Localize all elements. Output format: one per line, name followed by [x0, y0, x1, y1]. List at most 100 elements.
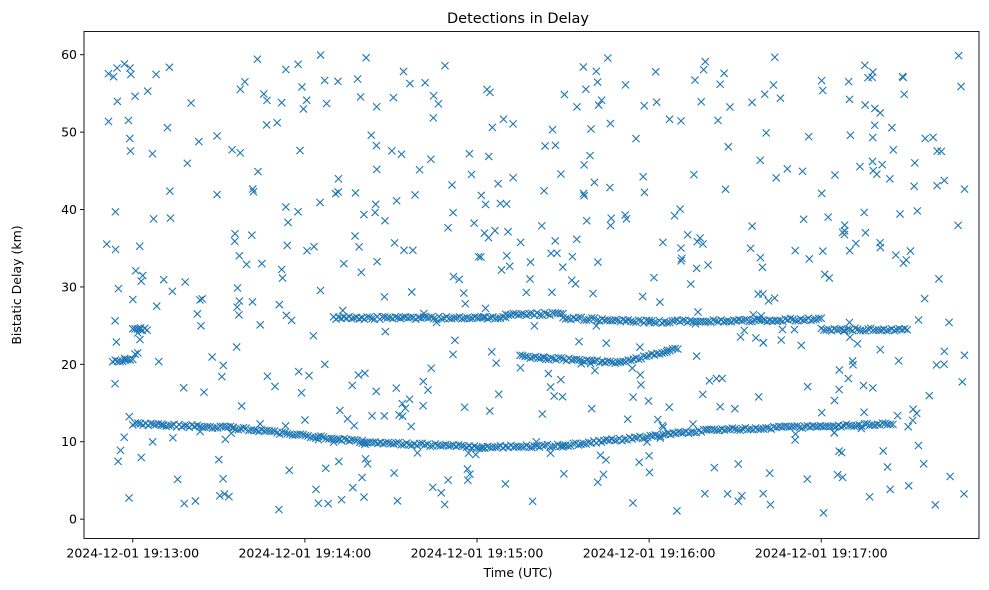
data-point — [232, 343, 241, 352]
data-point — [579, 62, 588, 71]
data-point — [550, 392, 559, 400]
data-point — [560, 90, 569, 99]
data-point — [748, 98, 757, 107]
data-point — [309, 331, 318, 340]
data-point — [756, 425, 765, 434]
data-point — [754, 392, 763, 401]
data-point — [899, 259, 908, 268]
data-point — [937, 147, 946, 156]
y-tick-label: 0 — [69, 512, 77, 527]
data-point — [535, 311, 544, 320]
data-point — [363, 459, 372, 468]
data-point — [818, 247, 827, 256]
data-point — [275, 300, 284, 309]
data-point — [593, 78, 602, 87]
data-point — [299, 104, 308, 113]
data-point — [180, 421, 189, 430]
data-point — [525, 309, 534, 318]
data-point — [193, 309, 202, 318]
data-point — [180, 499, 189, 508]
data-point — [786, 314, 795, 323]
data-point — [380, 411, 389, 420]
data-point — [840, 221, 849, 230]
data-point — [284, 218, 293, 227]
data-point — [303, 246, 312, 255]
data-point — [211, 423, 220, 432]
data-point — [904, 481, 913, 490]
data-point — [756, 253, 765, 262]
data-point — [572, 235, 581, 244]
data-point — [263, 372, 272, 381]
data-point — [590, 178, 599, 187]
data-point — [869, 166, 878, 175]
data-point — [168, 287, 177, 296]
data-point — [645, 316, 654, 325]
data-point — [249, 187, 258, 196]
data-point — [296, 146, 305, 155]
data-point — [294, 207, 303, 216]
data-point — [281, 202, 290, 211]
data-point — [864, 324, 873, 333]
data-point — [109, 72, 118, 81]
data-point — [471, 450, 480, 459]
data-point — [597, 96, 606, 105]
data-point — [465, 149, 474, 158]
data-point — [490, 226, 499, 235]
data-point — [135, 242, 144, 251]
data-point — [791, 430, 800, 439]
data-point — [236, 148, 245, 157]
data-point — [167, 421, 176, 430]
data-point — [704, 261, 713, 270]
data-point — [537, 221, 546, 230]
data-point — [547, 249, 556, 258]
data-point — [906, 247, 915, 256]
data-point — [547, 288, 556, 297]
data-point — [415, 165, 424, 174]
data-point — [820, 270, 829, 279]
data-point — [572, 314, 581, 323]
data-point — [861, 101, 870, 110]
data-point — [113, 64, 122, 73]
data-point — [868, 157, 877, 166]
data-point — [517, 442, 526, 451]
data-point — [638, 292, 647, 301]
data-point — [676, 244, 685, 253]
data-point — [716, 80, 725, 89]
data-point — [491, 443, 500, 452]
data-point — [803, 475, 812, 484]
y-tick-label: 40 — [61, 202, 77, 217]
data-point — [351, 188, 360, 197]
data-point — [700, 489, 709, 498]
data-point — [481, 200, 490, 209]
data-point — [678, 316, 687, 325]
data-point — [736, 426, 745, 435]
data-point — [699, 65, 708, 74]
data-point — [502, 200, 511, 208]
data-point — [296, 430, 305, 439]
y-tick-label: 60 — [61, 47, 77, 62]
data-point — [748, 222, 757, 231]
data-point — [756, 156, 765, 165]
data-point — [320, 360, 329, 369]
data-point — [235, 297, 244, 306]
data-point — [620, 435, 629, 444]
data-point — [282, 311, 291, 320]
data-point — [607, 435, 616, 444]
data-point — [692, 264, 701, 273]
data-point — [263, 96, 271, 105]
data-point — [677, 116, 685, 125]
data-point — [163, 123, 172, 132]
data-point — [230, 237, 239, 246]
data-point — [697, 97, 706, 106]
data-point — [812, 315, 821, 324]
data-point — [509, 119, 518, 128]
data-point — [653, 415, 662, 424]
data-point — [149, 214, 158, 223]
data-point — [809, 315, 818, 324]
data-point — [933, 181, 942, 190]
data-point — [242, 260, 251, 269]
data-point — [876, 345, 885, 354]
data-point — [842, 420, 851, 429]
data-point — [450, 313, 459, 322]
data-point — [152, 302, 161, 311]
